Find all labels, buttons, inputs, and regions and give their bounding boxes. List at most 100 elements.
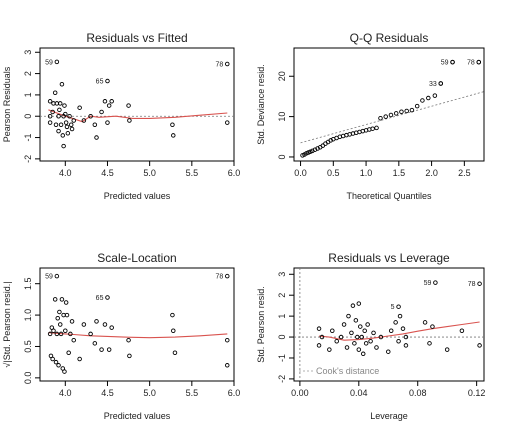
data-point <box>225 61 230 67</box>
x-tick-label: 6.0 <box>228 388 241 398</box>
data-point <box>64 312 70 318</box>
data-point <box>47 331 53 337</box>
data-point <box>94 135 99 140</box>
data-point <box>68 331 73 337</box>
data-point <box>403 343 409 348</box>
data-point <box>393 111 399 116</box>
data-point <box>170 122 175 128</box>
data-point <box>61 143 66 149</box>
y-tick-label: 1 <box>277 314 287 319</box>
smoother-line <box>48 332 228 339</box>
data-point <box>62 103 67 108</box>
data-point <box>171 328 176 334</box>
y-tick-label: 1 <box>23 92 33 97</box>
data-point <box>54 331 60 337</box>
cooks-distance-legend: Cook's distance <box>316 366 379 376</box>
data-point <box>81 118 87 123</box>
panel-2: Q-Q Residuals Theoretical Quantiles Std. D… <box>256 31 485 201</box>
x-tick-label: 0.12 <box>468 388 486 398</box>
data-point <box>57 322 63 327</box>
data-point <box>57 107 62 113</box>
data-point <box>105 295 110 300</box>
y-tick-label: 2 <box>277 293 287 298</box>
data-point <box>56 363 61 368</box>
data-point <box>346 313 351 319</box>
data-point <box>420 98 425 103</box>
data-point <box>106 347 112 352</box>
y-tick-label: 20 <box>277 71 287 81</box>
data-point <box>102 99 108 104</box>
x-tick-label: 0.0 <box>294 168 307 178</box>
data-point <box>126 103 131 108</box>
data-point <box>59 297 65 302</box>
x-tick-label: 5.5 <box>186 168 199 178</box>
x-axis-label: Predicted values <box>104 411 171 421</box>
data-point <box>56 113 61 119</box>
x-tick-label: 0.08 <box>409 388 427 398</box>
point-label: 78 <box>467 60 475 67</box>
data-point <box>57 101 63 106</box>
data-point <box>126 337 131 343</box>
y-tick-label: -2 <box>23 155 33 163</box>
y-tick-label: 3 <box>277 272 287 277</box>
y-tick-label: -1 <box>277 354 287 362</box>
point-label: 78 <box>468 281 476 288</box>
data-point <box>334 338 339 344</box>
point-label: 59 <box>45 59 53 66</box>
data-point <box>403 334 409 340</box>
data-point <box>374 125 379 131</box>
data-point <box>356 347 362 352</box>
point-label: 59 <box>424 280 432 287</box>
chart-title: Residuals vs Leverage <box>328 251 450 265</box>
x-tick-label: 4.0 <box>59 388 72 398</box>
data-point <box>225 337 230 343</box>
data-point <box>400 326 406 331</box>
data-point <box>67 113 72 119</box>
data-point <box>127 118 132 123</box>
data-point <box>64 124 70 130</box>
data-point <box>99 347 104 352</box>
x-tick-label: 6.0 <box>228 168 241 178</box>
data-point <box>432 93 438 98</box>
data-point <box>414 103 420 109</box>
y-tick-label: 1.5 <box>23 277 33 290</box>
plot-frame <box>293 47 485 162</box>
data-point <box>362 328 367 334</box>
data-point <box>368 338 373 344</box>
y-tick-label: 1.0 <box>23 309 33 322</box>
data-point <box>88 331 93 337</box>
data-point <box>105 120 110 125</box>
y-tick-label: 3 <box>23 50 33 55</box>
y-tick-label: -2 <box>277 375 287 383</box>
x-tick-label: 1.0 <box>360 168 373 178</box>
data-point <box>383 114 388 119</box>
data-point <box>397 313 403 319</box>
data-point <box>388 328 394 334</box>
data-point <box>65 131 71 136</box>
data-point <box>92 122 98 128</box>
data-point <box>422 320 428 325</box>
data-point <box>62 369 67 374</box>
data-point <box>358 324 363 329</box>
x-tick-label: 5.5 <box>186 388 199 398</box>
data-point <box>349 330 354 336</box>
data-point <box>399 109 404 115</box>
point-label: 5 <box>391 304 395 311</box>
data-point <box>225 273 230 279</box>
y-axis-label: Std. Deviance resid. <box>256 64 266 145</box>
y-axis-label: Pearson Residuals <box>2 66 12 142</box>
data-point <box>374 345 379 350</box>
y-tick-label: 0 <box>23 114 33 119</box>
data-point <box>330 328 335 334</box>
data-point <box>54 273 60 279</box>
x-axis-label: Theoretical Quantiles <box>346 191 432 201</box>
data-point <box>63 328 68 334</box>
data-point <box>396 338 401 344</box>
point-label: 65 <box>96 79 104 86</box>
x-tick-label: 4.5 <box>101 168 114 178</box>
data-point <box>171 133 176 138</box>
data-point <box>50 356 55 362</box>
data-point <box>66 350 71 356</box>
x-tick-label: 1.5 <box>393 168 406 178</box>
